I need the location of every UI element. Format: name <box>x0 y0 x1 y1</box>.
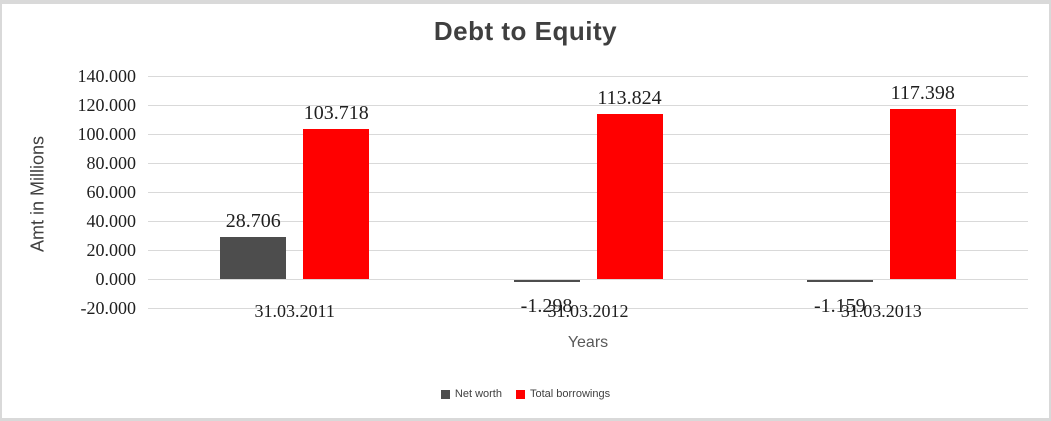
legend-label: Net worth <box>454 388 502 400</box>
gridline <box>148 279 1028 280</box>
gridline <box>148 105 1028 106</box>
data-label: 103.718 <box>303 101 369 124</box>
x-axis-tick-label: 31.03.2011 <box>254 301 335 321</box>
gridline <box>148 76 1028 77</box>
y-axis-tick-label: 140.000 <box>77 66 137 86</box>
legend-item-total-borrowings: Total borrowings <box>515 388 611 400</box>
x-axis-title: Years <box>567 334 609 351</box>
y-axis-tick-label: 100.000 <box>77 124 137 144</box>
x-axis-tick-label: 31.03.2013 <box>840 301 922 321</box>
data-label: 113.824 <box>597 87 662 109</box>
y-axis-tick-label: 0.000 <box>95 269 137 289</box>
legend-swatch-net-worth <box>440 389 450 399</box>
y-axis-tick-label: -20.000 <box>80 298 137 318</box>
y-axis-tick-label: 40.000 <box>86 211 137 231</box>
gridline <box>148 250 1028 251</box>
bar-total-borrowings <box>303 128 370 279</box>
data-label: 117.398 <box>890 81 955 104</box>
y-axis-tick-label: 80.000 <box>86 153 137 173</box>
gridline <box>148 134 1028 135</box>
gridline <box>148 308 1028 309</box>
y-axis-tick-label: 60.000 <box>86 182 137 202</box>
gridline <box>148 192 1028 193</box>
data-label: -1.298 <box>520 294 573 317</box>
bar-total-borrowings <box>596 114 663 279</box>
x-axis-tick-label: 31.03.2012 <box>547 301 629 321</box>
gridline <box>148 221 1028 222</box>
gridline <box>148 163 1028 164</box>
legend-item-net-worth: Net worth <box>440 388 502 400</box>
data-label: 28.706 <box>225 210 281 233</box>
bar-net-worth <box>513 280 580 282</box>
y-axis-tick-label: 120.000 <box>77 95 137 115</box>
y-axis-tick-label: 20.000 <box>86 240 137 260</box>
legend-swatch-total-borrowings <box>515 389 525 399</box>
legend-label: Total borrowings <box>529 388 611 400</box>
legend: Net worth Total borrowings <box>2 388 1049 400</box>
chart-title: Debt to Equity <box>433 16 618 46</box>
bar-net-worth <box>220 237 287 279</box>
bar-total-borrowings <box>889 108 956 279</box>
bar-net-worth <box>806 280 873 282</box>
data-label: -1.159 <box>813 294 866 317</box>
